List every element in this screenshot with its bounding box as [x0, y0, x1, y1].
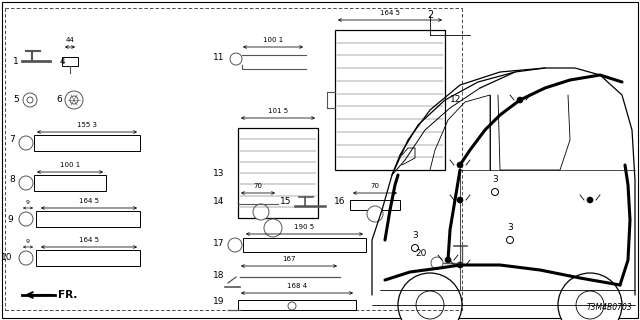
- Text: 3: 3: [412, 231, 418, 240]
- Bar: [36, 250, 140, 266]
- Bar: [238, 128, 318, 218]
- Circle shape: [228, 238, 242, 252]
- Circle shape: [576, 291, 604, 319]
- Circle shape: [264, 219, 282, 237]
- Text: 20: 20: [415, 249, 427, 258]
- Circle shape: [70, 96, 78, 104]
- Text: 17: 17: [212, 238, 224, 247]
- Bar: [335, 30, 445, 170]
- Text: 167: 167: [282, 256, 296, 262]
- Text: 10: 10: [1, 253, 12, 262]
- Text: 8: 8: [9, 175, 15, 185]
- Circle shape: [492, 188, 499, 196]
- Text: 13: 13: [212, 169, 224, 178]
- Text: 5: 5: [13, 95, 19, 105]
- Circle shape: [19, 251, 33, 265]
- Bar: [62, 57, 78, 66]
- Text: 44: 44: [66, 37, 74, 43]
- Circle shape: [367, 206, 383, 222]
- Bar: [34, 175, 106, 191]
- Circle shape: [253, 204, 269, 220]
- Circle shape: [412, 244, 419, 252]
- Text: 70: 70: [253, 183, 262, 189]
- Text: 11: 11: [212, 52, 224, 61]
- Text: 19: 19: [212, 298, 224, 307]
- Circle shape: [558, 273, 622, 320]
- Text: 9: 9: [26, 200, 30, 205]
- Circle shape: [457, 197, 463, 203]
- Text: 18: 18: [212, 270, 224, 279]
- Circle shape: [416, 291, 444, 319]
- Circle shape: [27, 97, 33, 103]
- Circle shape: [431, 257, 443, 269]
- Text: 1: 1: [13, 58, 19, 67]
- Circle shape: [230, 53, 242, 65]
- Text: 6: 6: [56, 95, 62, 105]
- Text: 168 4: 168 4: [287, 283, 307, 289]
- Text: FR.: FR.: [58, 290, 77, 300]
- Bar: [243, 238, 366, 252]
- Text: 164 5: 164 5: [380, 10, 400, 16]
- Circle shape: [587, 197, 593, 203]
- Circle shape: [19, 136, 33, 150]
- Text: 3: 3: [492, 175, 498, 184]
- Text: 4: 4: [60, 58, 65, 67]
- Circle shape: [517, 97, 523, 103]
- Bar: [238, 300, 356, 310]
- Circle shape: [445, 257, 451, 263]
- Text: 100 1: 100 1: [60, 162, 80, 168]
- Text: 7: 7: [9, 135, 15, 145]
- Bar: [350, 200, 400, 210]
- Text: 14: 14: [212, 197, 224, 206]
- Circle shape: [288, 302, 296, 310]
- Circle shape: [506, 236, 513, 244]
- Circle shape: [457, 262, 463, 268]
- Bar: [36, 211, 140, 227]
- Text: 3: 3: [507, 223, 513, 232]
- Circle shape: [19, 176, 33, 190]
- Bar: [34, 135, 140, 151]
- Text: 70: 70: [371, 183, 380, 189]
- Circle shape: [23, 93, 37, 107]
- Text: 15: 15: [280, 197, 291, 206]
- Text: 190 5: 190 5: [294, 224, 315, 230]
- Text: 16: 16: [333, 197, 345, 206]
- Text: T3M4B0703: T3M4B0703: [586, 303, 632, 312]
- Circle shape: [19, 212, 33, 226]
- Text: 101 5: 101 5: [268, 108, 288, 114]
- Circle shape: [457, 162, 463, 168]
- Circle shape: [398, 273, 462, 320]
- Text: 155 3: 155 3: [77, 122, 97, 128]
- Text: 164 5: 164 5: [79, 198, 99, 204]
- Text: 100 1: 100 1: [263, 37, 283, 43]
- Text: 164 5: 164 5: [79, 237, 99, 243]
- Circle shape: [65, 91, 83, 109]
- Text: 12: 12: [450, 95, 461, 105]
- Text: 9: 9: [26, 239, 30, 244]
- Text: 2: 2: [427, 10, 433, 20]
- Text: 9: 9: [7, 214, 13, 223]
